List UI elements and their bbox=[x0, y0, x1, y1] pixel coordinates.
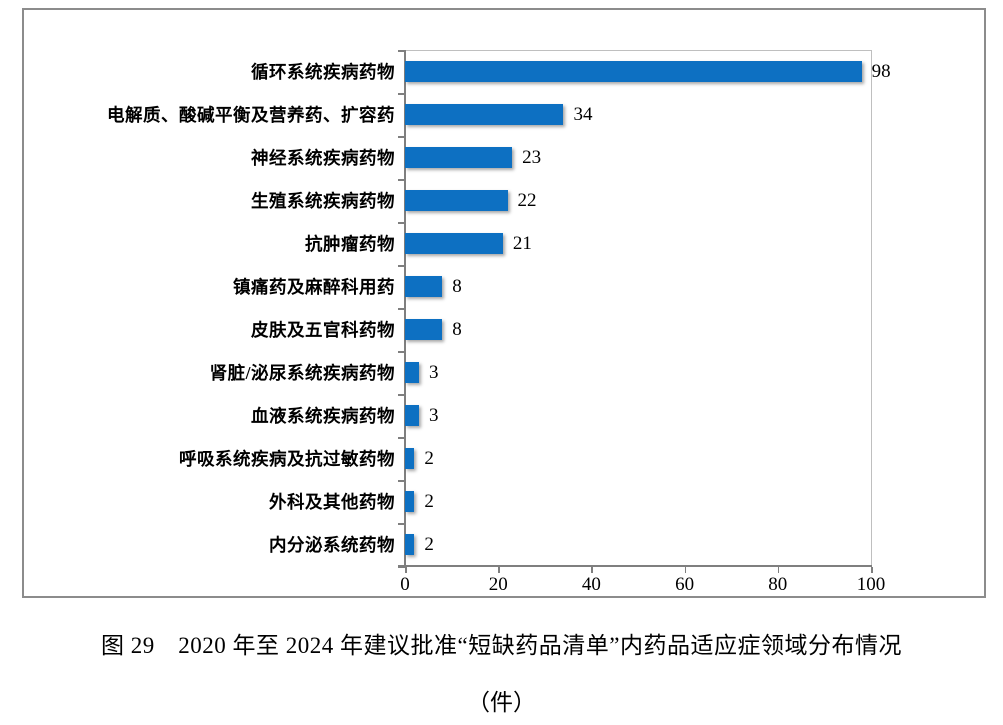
bar bbox=[405, 190, 508, 211]
category-axis-tick bbox=[398, 265, 405, 267]
value-axis-tick-label: 80 bbox=[768, 574, 788, 595]
category-label: 循环系统疾病药物 bbox=[251, 62, 395, 82]
category-axis-tick bbox=[398, 93, 405, 95]
value-axis-tick-label: 60 bbox=[675, 574, 695, 595]
value-axis-tick bbox=[498, 567, 500, 573]
value-axis-tick bbox=[405, 567, 407, 573]
category-label: 外科及其他药物 bbox=[269, 492, 395, 512]
value-axis-tick bbox=[591, 567, 593, 573]
category-label: 神经系统疾病药物 bbox=[251, 148, 395, 168]
category-label: 血液系统疾病药物 bbox=[251, 406, 395, 426]
category-axis-tick bbox=[398, 222, 405, 224]
value-axis-tick-label: 40 bbox=[581, 574, 601, 595]
plot-border-top bbox=[405, 50, 872, 51]
bar bbox=[405, 147, 513, 168]
bar bbox=[405, 233, 503, 254]
data-label: 8 bbox=[452, 275, 462, 297]
bar bbox=[405, 534, 415, 555]
data-label: 21 bbox=[512, 232, 532, 254]
data-label: 98 bbox=[871, 60, 891, 82]
data-label: 3 bbox=[428, 361, 439, 383]
category-axis-tick bbox=[398, 437, 405, 439]
category-axis-tick bbox=[398, 523, 405, 525]
data-label: 8 bbox=[452, 318, 462, 340]
bar bbox=[405, 276, 443, 297]
value-axis-tick bbox=[777, 567, 780, 573]
category-label: 电解质、酸碱平衡及营养药、扩容药 bbox=[107, 105, 395, 125]
chart-frame: 循环系统疾病药物 98 电解质、酸碱平衡及营养药、扩容药 34 神经系统疾病药物 23 生殖… bbox=[22, 8, 986, 598]
value-axis-tick-label: 20 bbox=[488, 574, 508, 595]
data-label: 2 bbox=[424, 490, 434, 512]
category-label: 镇痛药及麻醉科用药 bbox=[233, 277, 395, 297]
bar bbox=[405, 448, 415, 469]
category-axis-line bbox=[404, 50, 406, 566]
data-label: 2 bbox=[424, 533, 434, 555]
category-axis-tick bbox=[398, 308, 405, 310]
data-label: 22 bbox=[517, 189, 537, 211]
figure-caption-text: 图 29 2020 年至 2024 年建议批准“短缺药品清单”内药品适应症领域分… bbox=[101, 633, 902, 658]
data-label: 34 bbox=[573, 103, 593, 125]
category-label: 肾脏/泌尿系统疾病药物 bbox=[209, 363, 395, 383]
bar bbox=[405, 61, 862, 82]
plot-border-right bbox=[871, 50, 872, 566]
category-axis-tick bbox=[398, 179, 405, 181]
data-label: 2 bbox=[424, 447, 434, 469]
value-axis-tick-label: 100 bbox=[856, 574, 886, 595]
bar bbox=[405, 491, 415, 512]
bar bbox=[405, 104, 564, 125]
category-axis-tick bbox=[398, 566, 405, 568]
data-label: 23 bbox=[522, 146, 542, 168]
category-axis-tick bbox=[398, 351, 405, 353]
category-axis-tick bbox=[398, 480, 405, 482]
value-axis-tick-label: 0 bbox=[400, 574, 410, 595]
figure-caption-unit: （件） bbox=[467, 690, 536, 715]
category-axis-tick bbox=[398, 394, 405, 396]
category-label: 生殖系统疾病药物 bbox=[251, 191, 395, 211]
category-label: 呼吸系统疾病及抗过敏药物 bbox=[179, 449, 395, 469]
value-axis-line bbox=[398, 565, 872, 567]
category-label: 皮肤及五官科药物 bbox=[251, 320, 395, 340]
bar bbox=[405, 319, 443, 340]
category-label: 抗肿瘤药物 bbox=[305, 234, 395, 254]
category-axis-tick bbox=[398, 50, 405, 52]
figure-caption: 图 29 2020 年至 2024 年建议批准“短缺药品清单”内药品适应症领域分… bbox=[0, 626, 1003, 717]
bar bbox=[405, 362, 419, 383]
value-axis-tick bbox=[684, 567, 687, 573]
value-axis-tick bbox=[871, 567, 873, 573]
category-label: 内分泌系统药物 bbox=[269, 535, 395, 555]
category-axis-tick bbox=[398, 136, 405, 138]
bar bbox=[405, 405, 419, 426]
data-label: 3 bbox=[428, 404, 439, 426]
